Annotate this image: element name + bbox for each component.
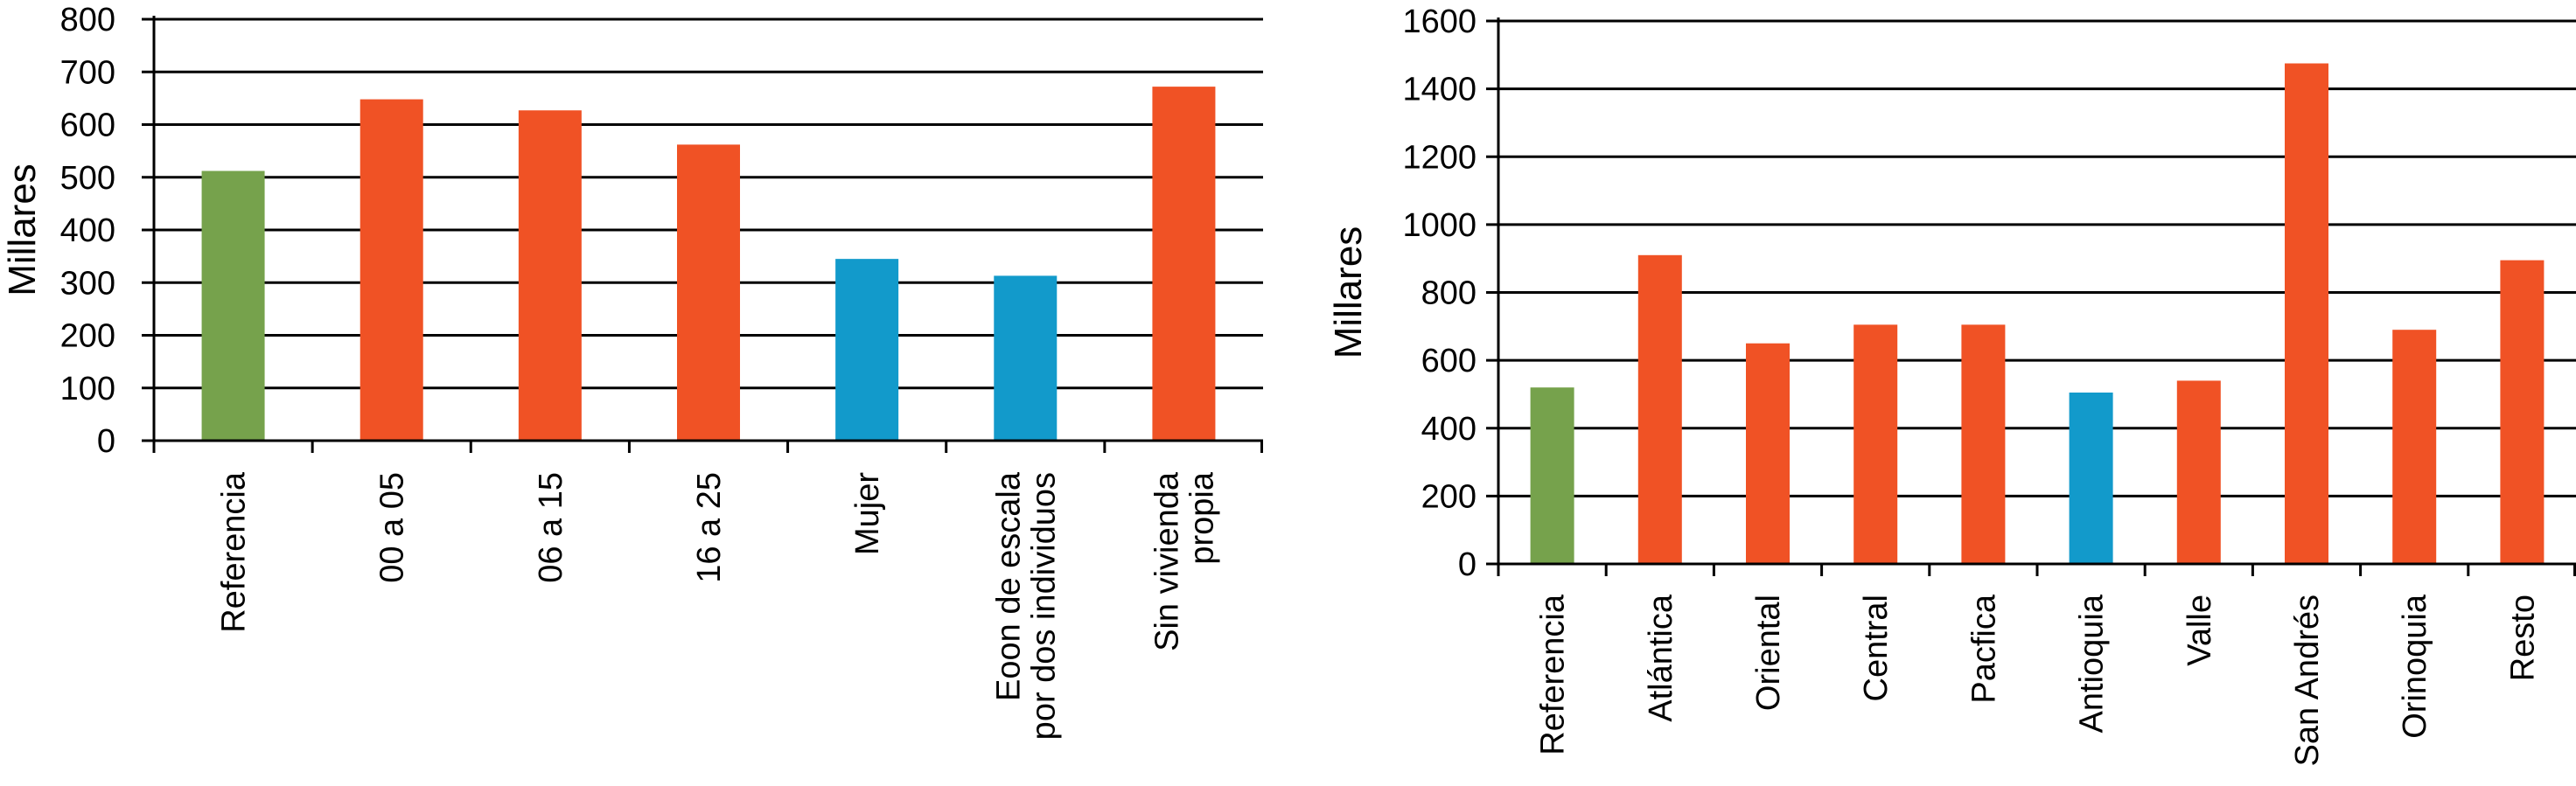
left-category-label-line: Mujer: [849, 472, 886, 555]
right-category-label-line: Antioquia: [2074, 594, 2111, 733]
right-category-label: Antioquia: [2074, 594, 2111, 733]
right-category-label-line: Orinoquia: [2397, 594, 2433, 739]
right-bar-1: [1637, 254, 1682, 564]
right-category-label: Resto: [2504, 595, 2541, 681]
right-bar-6: [2176, 380, 2221, 564]
right-ytick-label: 200: [1421, 478, 1476, 515]
right-ytick-label: 400: [1421, 411, 1476, 448]
left-bar-0: [201, 170, 265, 441]
right-bar-9: [2500, 260, 2545, 564]
right-category-label-line: Resto: [2504, 595, 2541, 681]
left-ytick-label: 200: [60, 318, 115, 355]
right-ytick-label: 1000: [1402, 207, 1476, 244]
left-category-label: 00 a 05: [374, 472, 411, 583]
right-category-label: Referencia: [1535, 594, 1572, 755]
right-bar-5: [2069, 392, 2113, 564]
right-category-label: Central: [1858, 595, 1895, 702]
right-category-label: Pacfica: [1965, 594, 2002, 703]
right-category-label-line: Atlántica: [1643, 594, 1679, 722]
right-category-label-line: Oriental: [1750, 595, 1787, 711]
left-bar-2: [518, 110, 582, 442]
left-category-label-line: Referencia: [216, 471, 253, 633]
left-ytick-label: 0: [97, 423, 115, 460]
right-bar-8: [2392, 330, 2437, 564]
right-category-label-line: Referencia: [1535, 594, 1572, 755]
right-chart: 0 200 400 600 800 1000 1200 1400 1600 Referencia A…: [1327, 3, 2576, 766]
left-ytick-label: 400: [60, 212, 115, 249]
left-ytick-label: 700: [60, 54, 115, 91]
right-bar-7: [2285, 63, 2328, 564]
right-category-label-line: Valle: [2182, 595, 2218, 666]
left-ytick-label: 100: [60, 371, 115, 407]
right-category-label: Atlántica: [1643, 594, 1679, 722]
left-category-label-line: 06 a 15: [533, 472, 569, 583]
right-ytick-label: 600: [1421, 343, 1476, 379]
left-category-label: Eoon de escalapor dos individuos: [990, 471, 1062, 740]
left-bar-1: [360, 99, 423, 441]
left-bar-6: [1152, 87, 1216, 442]
left-ytick-label: 600: [60, 108, 115, 144]
left-ytick-label: 300: [60, 265, 115, 302]
right-bar-4: [1961, 324, 2006, 564]
left-ytick-label: 500: [60, 160, 115, 197]
right-ytick-label: 0: [1458, 546, 1476, 583]
left-category-label: 16 a 25: [691, 472, 728, 583]
left-category-label-line: 00 a 05: [374, 472, 411, 583]
left-category-label-line: 16 a 25: [691, 472, 728, 583]
left-category-label: Sin viviendapropia: [1148, 471, 1220, 651]
right-ytick-label: 1400: [1402, 72, 1476, 108]
right-category-label-line: San Andrés: [2289, 595, 2326, 766]
right-category-label-line: Pacfica: [1965, 594, 2002, 703]
left-category-label-line: por dos individuos: [1025, 472, 1062, 740]
right-ytick-label: 800: [1421, 275, 1476, 312]
left-category-label: Mujer: [849, 472, 886, 555]
left-category-label-line: Sin vivienda: [1148, 471, 1185, 651]
left-ytick-label: 800: [60, 2, 115, 38]
left-category-label: 06 a 15: [533, 472, 569, 583]
left-y-axis-title: Millares: [1, 163, 44, 296]
left-category-label-line: propia: [1183, 471, 1220, 564]
right-category-label: Orinoquia: [2397, 594, 2433, 739]
right-category-label: San Andrés: [2289, 595, 2326, 766]
left-bar-4: [835, 259, 899, 441]
right-ytick-label: 1600: [1402, 3, 1476, 40]
right-category-label: Oriental: [1750, 595, 1787, 711]
right-bar-0: [1530, 387, 1574, 564]
right-bar-2: [1746, 343, 1790, 564]
right-bar-3: [1853, 324, 1898, 564]
left-category-label-line: Eoon de escala: [990, 471, 1027, 701]
left-bar-3: [677, 144, 740, 441]
right-ytick-label: 1200: [1402, 139, 1476, 176]
right-category-label-line: Central: [1858, 595, 1895, 702]
left-bar-5: [994, 275, 1058, 441]
right-category-label: Valle: [2182, 595, 2218, 666]
left-category-label: Referencia: [216, 471, 253, 633]
left-chart: 0 100 200 300 400 500 600 700 800 Referencia 00 a …: [1, 2, 1263, 740]
right-y-axis-title: Millares: [1327, 226, 1370, 359]
